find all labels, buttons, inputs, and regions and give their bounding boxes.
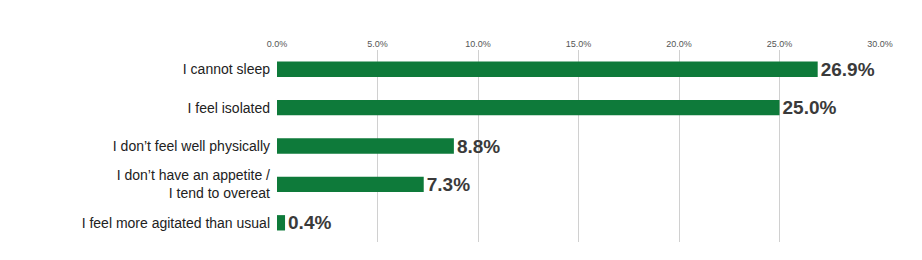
svg-text:0.0%: 0.0% — [267, 39, 288, 49]
svg-text:26.9%: 26.9% — [821, 59, 875, 80]
svg-text:I feel more agitated than usua: I feel more agitated than usual — [82, 215, 270, 231]
svg-text:8.8%: 8.8% — [457, 136, 500, 157]
svg-text:I cannot sleep: I cannot sleep — [183, 61, 270, 77]
svg-text:30.0%: 30.0% — [867, 39, 893, 49]
svg-text:15.0%: 15.0% — [566, 39, 592, 49]
svg-text:I don’t feel well physically: I don’t feel well physically — [113, 138, 270, 154]
svg-text:25.0%: 25.0% — [767, 39, 793, 49]
svg-text:10.0%: 10.0% — [465, 39, 491, 49]
svg-text:I don’t have an appetite /I te: I don’t have an appetite /I tend to over… — [117, 167, 270, 201]
svg-text:7.3%: 7.3% — [427, 174, 470, 195]
svg-text:25.0%: 25.0% — [783, 97, 837, 118]
svg-text:I feel isolated: I feel isolated — [188, 100, 271, 116]
svg-text:20.0%: 20.0% — [666, 39, 692, 49]
svg-text:0.4%: 0.4% — [288, 212, 331, 233]
svg-text:5.0%: 5.0% — [367, 39, 388, 49]
